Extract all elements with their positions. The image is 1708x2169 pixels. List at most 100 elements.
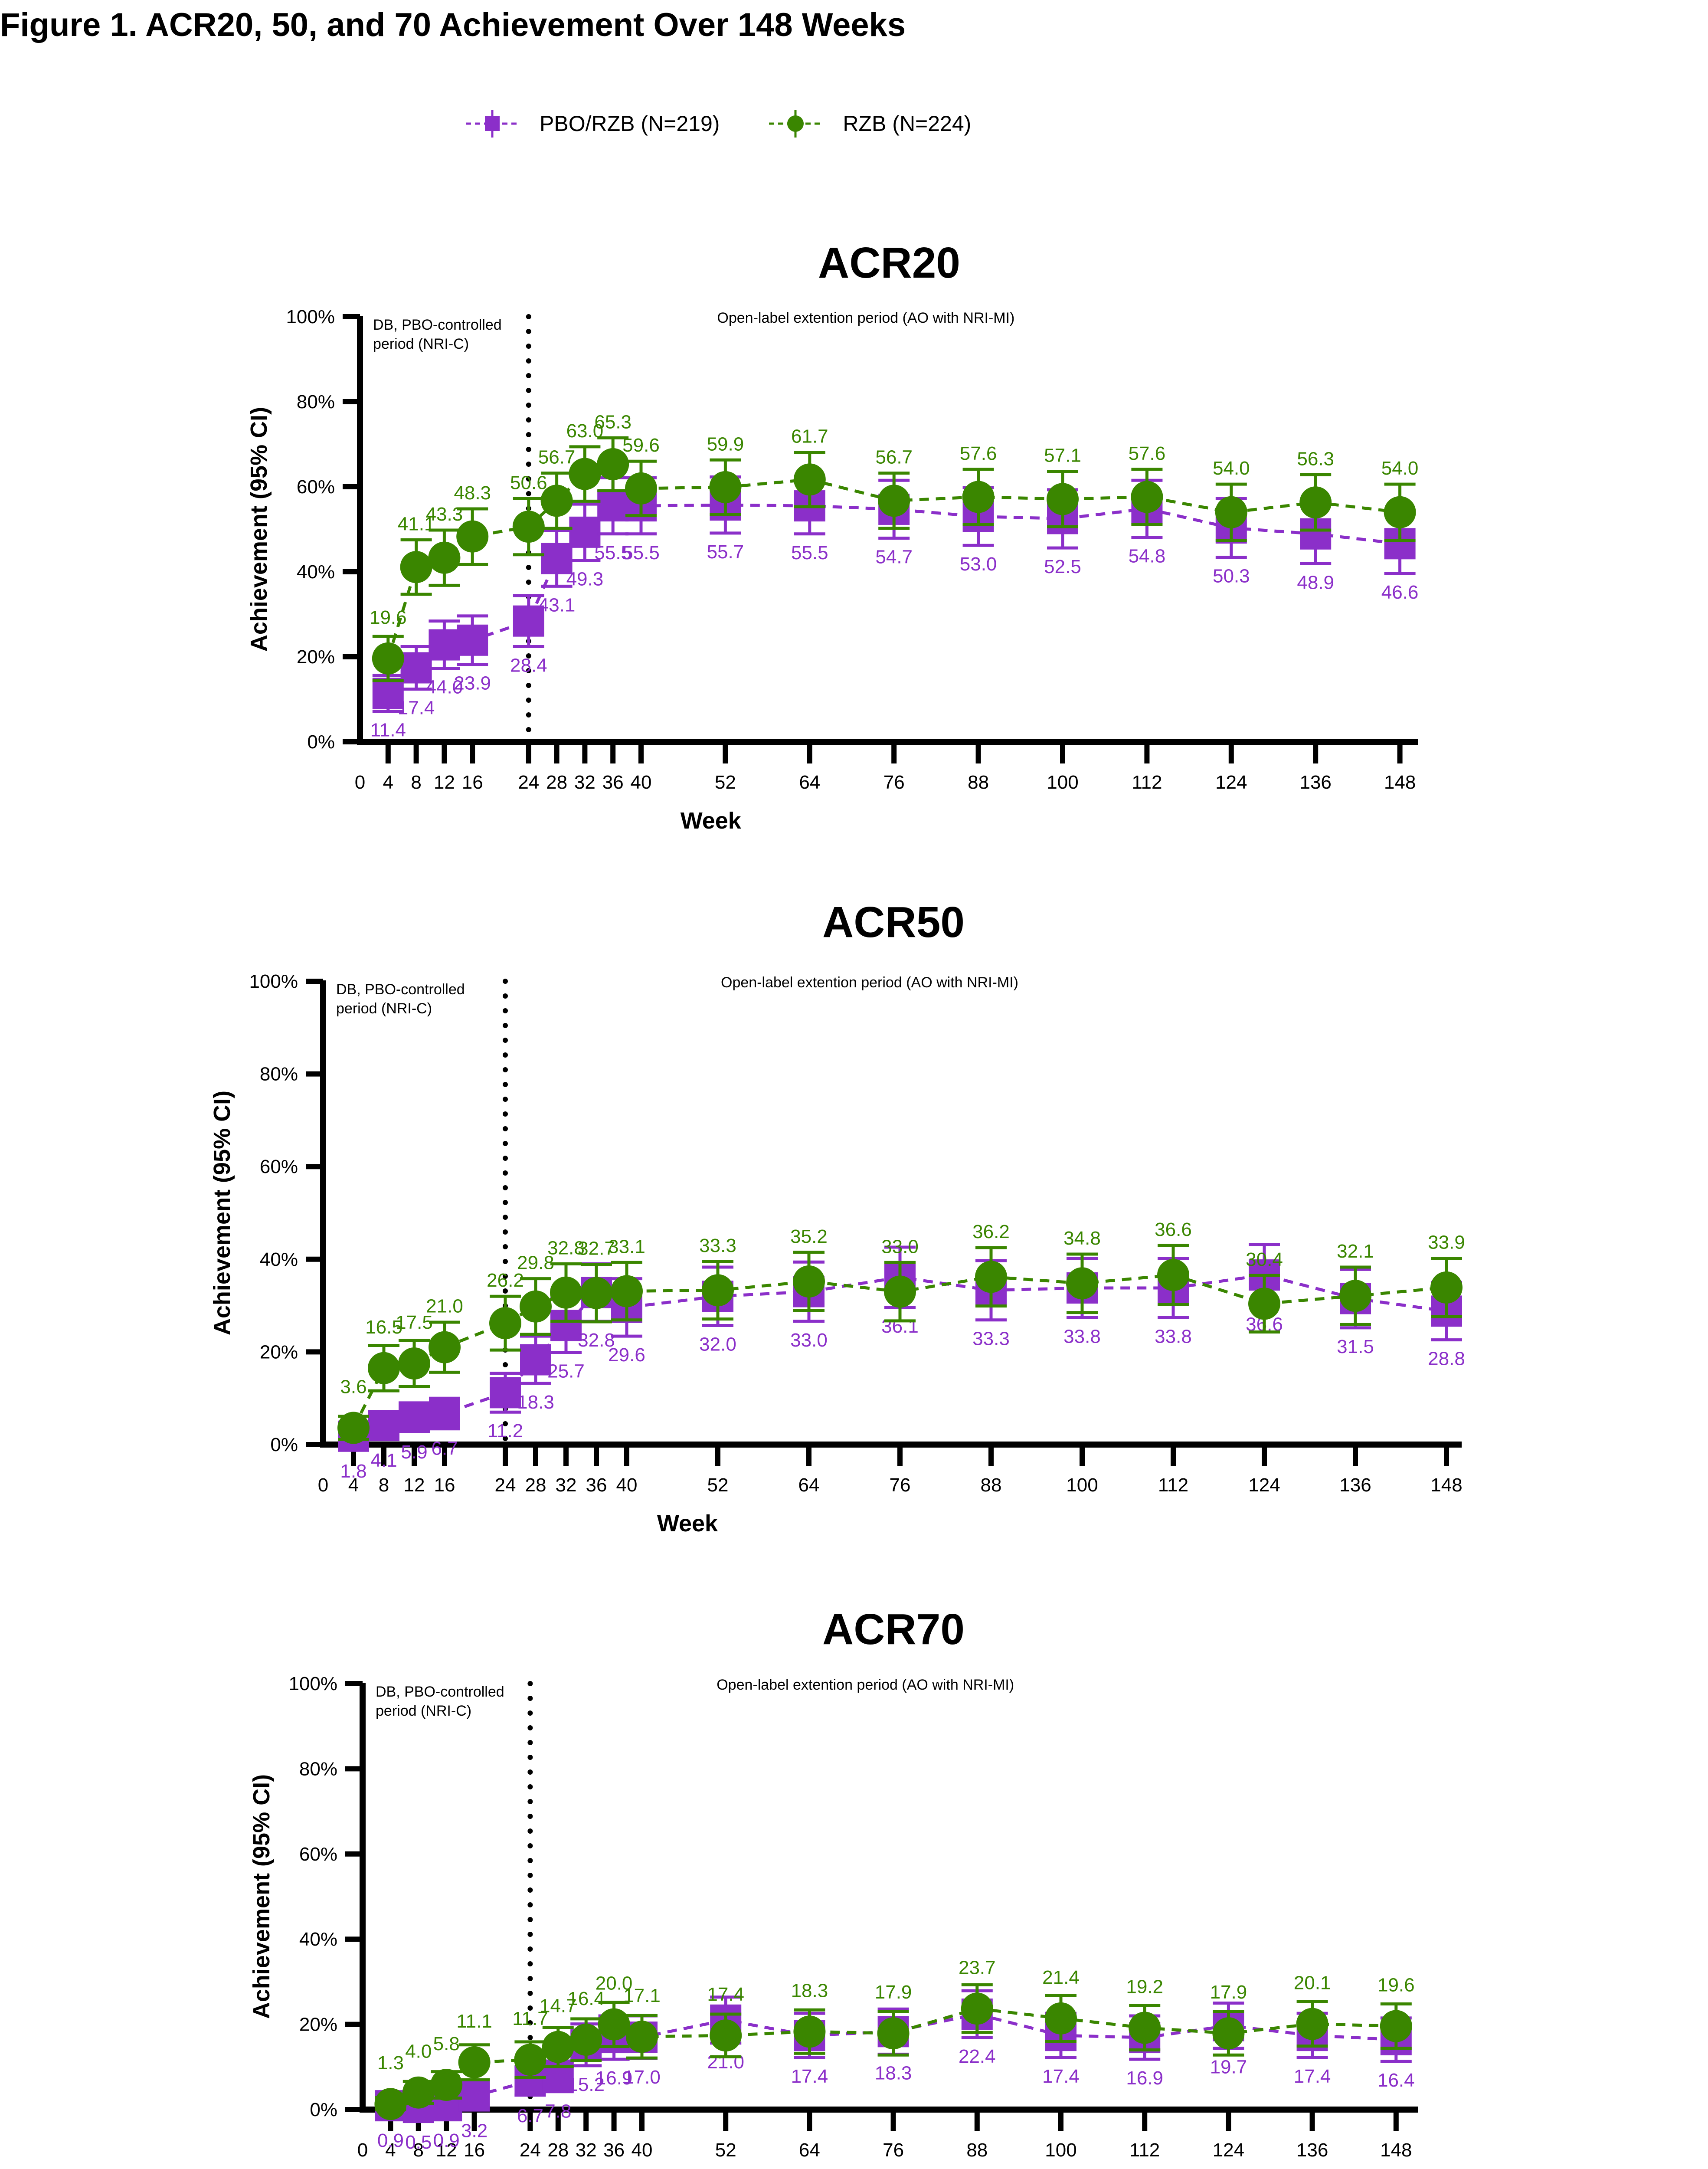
data-label: 22.4 — [959, 2046, 996, 2067]
legend: PBO/RZB (N=219) RZB (N=224) — [464, 106, 1019, 141]
data-point-circle — [337, 1412, 370, 1444]
data-label: 11.7 — [512, 2008, 548, 2029]
x-tick-label: 88 — [981, 1474, 1002, 1496]
x-tick-label: 28 — [546, 772, 567, 793]
x-tick-label: 148 — [1430, 1474, 1462, 1496]
data-label: 57.6 — [1129, 443, 1166, 464]
data-point-square — [368, 1410, 399, 1442]
data-label: 55.5 — [791, 542, 828, 564]
data-label: 5.9 — [401, 1442, 427, 1463]
x-tick-label: 64 — [799, 772, 820, 793]
data-label: 14.7 — [540, 1995, 577, 2017]
x-tick-label: 100 — [1047, 772, 1078, 793]
x-tick-label: 88 — [968, 772, 989, 793]
data-label: 46.6 — [1381, 582, 1419, 603]
y-tick-label: 80% — [299, 1758, 337, 1779]
data-label: 35.2 — [790, 1226, 828, 1247]
data-label: 48.9 — [1297, 572, 1334, 593]
data-label: 33.0 — [881, 1236, 919, 1257]
data-point-circle — [430, 2069, 463, 2101]
y-tick-label: 100% — [249, 971, 298, 992]
data-point-circle — [975, 1261, 1007, 1293]
data-point-circle — [580, 1277, 612, 1309]
data-label: 17.4 — [791, 2066, 828, 2087]
data-label: 43.1 — [538, 594, 576, 616]
data-point-square — [597, 490, 629, 522]
data-label: 54.0 — [1381, 458, 1419, 479]
y-axis-label: Achievement (95% CI) — [249, 1774, 275, 2019]
x-tick-label: 64 — [799, 2140, 820, 2161]
data-label: 17.9 — [1210, 1982, 1247, 2003]
data-label: 11.4 — [370, 719, 406, 740]
data-label: 19.6 — [1378, 1975, 1415, 1996]
x-tick-label: 136 — [1296, 2140, 1328, 2161]
data-label: 33.3 — [699, 1235, 736, 1256]
y-tick-label: 40% — [299, 1929, 337, 1950]
x-axis-label: Week — [681, 808, 742, 834]
data-point-circle — [1045, 2002, 1077, 2035]
data-point-circle — [961, 1992, 993, 2025]
data-point-circle — [374, 2088, 407, 2120]
x-tick-label: 40 — [632, 2140, 653, 2161]
annotation-line: period (NRI-C) — [376, 1703, 471, 1719]
data-point-circle — [1299, 486, 1332, 519]
data-label: 16.5 — [365, 1317, 402, 1338]
x-tick-label: 36 — [586, 1474, 607, 1496]
data-label: 36.2 — [972, 1221, 1010, 1242]
data-label: 17.1 — [623, 1985, 661, 2006]
data-point-square — [490, 1377, 521, 1409]
data-point-circle — [570, 2023, 602, 2056]
data-label: 61.7 — [791, 426, 828, 447]
x-tick-label: 12 — [434, 772, 455, 793]
data-label: 5.8 — [433, 2033, 460, 2054]
data-point-square — [541, 543, 573, 574]
x-tick-label: 112 — [1158, 1474, 1188, 1496]
x-tick-label: 112 — [1132, 772, 1162, 793]
data-label: 0.5 — [405, 2132, 432, 2153]
data-point-square — [513, 605, 544, 637]
data-point-circle — [625, 472, 657, 505]
annotation-line: period (NRI-C) — [336, 1000, 432, 1017]
data-point-circle — [429, 1331, 461, 1363]
data-label: 52.5 — [1044, 556, 1081, 577]
x-tick-label: 52 — [707, 1474, 729, 1496]
data-label: 31.5 — [1337, 1336, 1374, 1357]
data-point-circle — [611, 1275, 643, 1307]
y-tick-label: 20% — [299, 2014, 337, 2035]
data-point-square — [399, 1401, 430, 1433]
x-tick-label: 112 — [1129, 2140, 1160, 2161]
data-point-circle — [1296, 2008, 1328, 2040]
data-point-circle — [400, 551, 432, 583]
data-label: 1.3 — [377, 2052, 404, 2074]
data-label: 34.8 — [1063, 1228, 1101, 1249]
data-point-circle — [1380, 2010, 1412, 2042]
data-point-circle — [878, 485, 910, 517]
data-point-circle — [1157, 1259, 1189, 1291]
data-point-circle — [1384, 496, 1416, 528]
data-point-square — [520, 1344, 551, 1376]
x-tick-label: 16 — [464, 2140, 485, 2161]
data-point-circle — [598, 2008, 630, 2041]
x-tick-label: 40 — [631, 772, 652, 793]
data-label: 29.8 — [517, 1252, 554, 1274]
data-point-circle — [793, 1265, 825, 1298]
data-label: 7.8 — [545, 2100, 571, 2122]
y-tick-label: 40% — [297, 561, 335, 583]
x-tick-label: 100 — [1066, 1474, 1098, 1496]
data-label: 16.9 — [1126, 2067, 1163, 2089]
x-tick-label: 52 — [715, 772, 736, 793]
x-tick-label: 0 — [355, 772, 365, 793]
data-point-circle — [1248, 1288, 1280, 1320]
data-point-circle — [1212, 2017, 1245, 2050]
data-label: 19.2 — [1126, 1976, 1163, 1997]
data-point-circle — [709, 471, 742, 503]
data-label: 21.4 — [1042, 1967, 1080, 1988]
annotation-ole-period: Open-label extention period (AO with NRI… — [721, 974, 1018, 991]
x-tick-label: 16 — [434, 1474, 455, 1496]
data-point-circle — [456, 520, 489, 553]
legend-item-pbo-rzb: PBO/RZB (N=219) — [464, 106, 720, 141]
x-tick-label: 136 — [1299, 772, 1331, 793]
x-tick-label: 4 — [385, 2140, 396, 2161]
x-tick-label: 0 — [357, 2140, 368, 2161]
